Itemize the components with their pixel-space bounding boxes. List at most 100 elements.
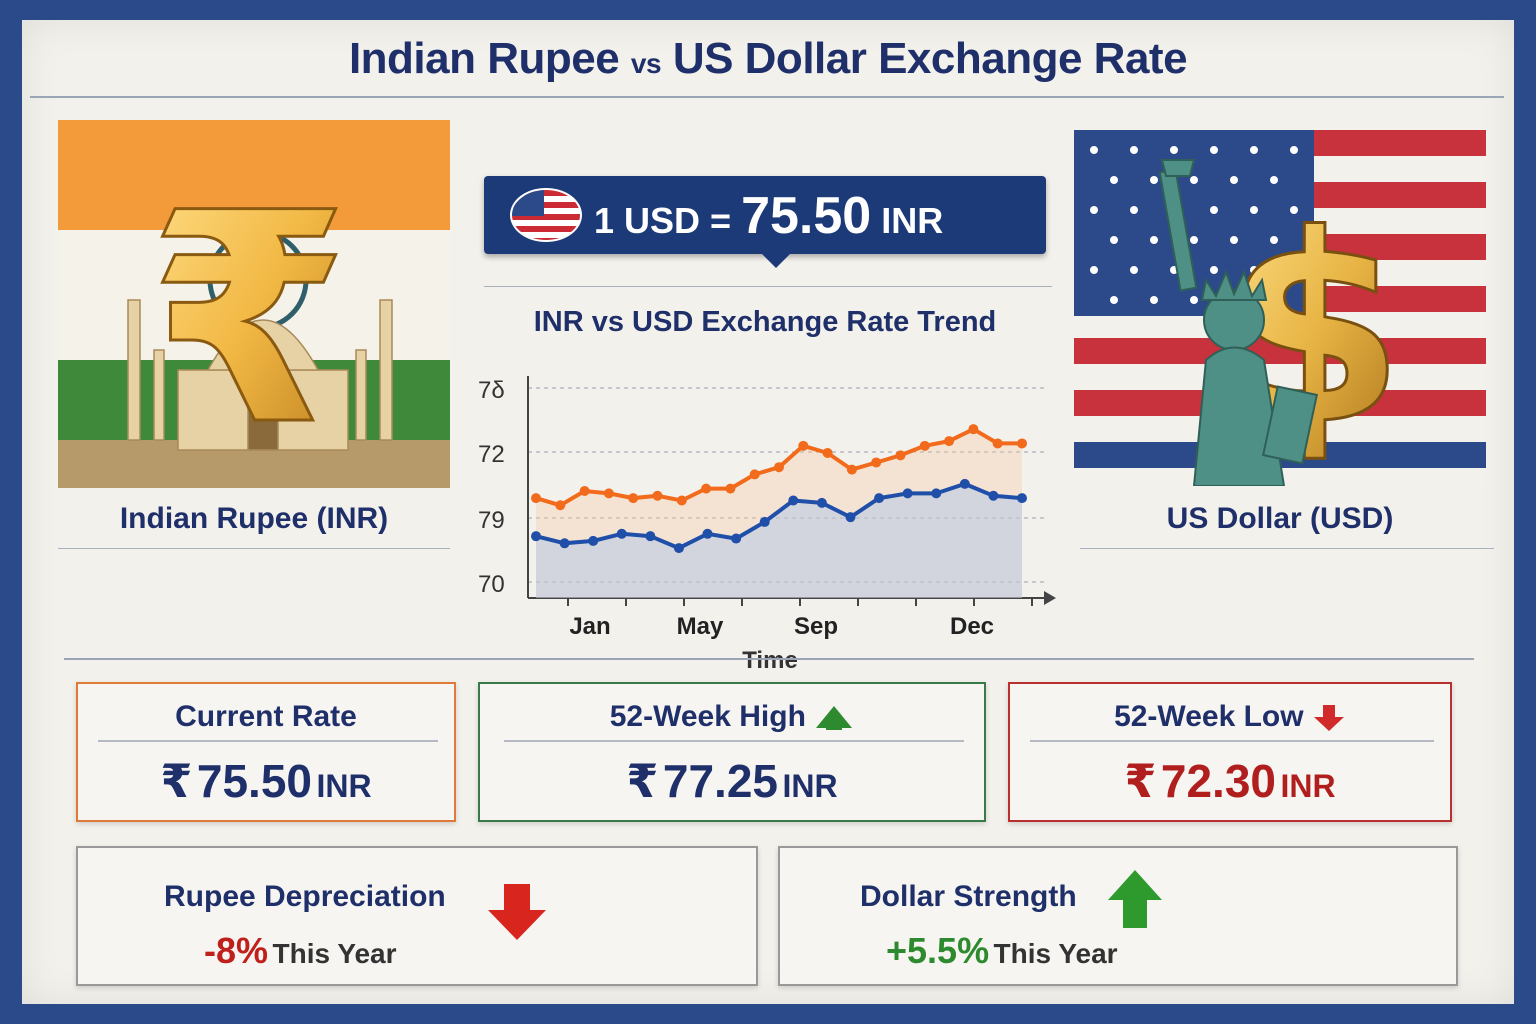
data-point (992, 438, 1003, 449)
current-rate-heading: Current Rate (175, 700, 357, 733)
data-point (902, 488, 913, 499)
data-point (555, 500, 566, 511)
y-tick-label: 72 (478, 441, 505, 468)
x-tick-label: May (677, 613, 724, 640)
depreciation-suffix: This Year (272, 938, 397, 969)
current-rate-value: ₹ 75.50 INR (78, 754, 454, 808)
x-axis-arrow (1044, 591, 1056, 605)
data-point (944, 436, 955, 447)
chart-top-rule (484, 286, 1052, 287)
data-point (676, 495, 687, 506)
data-point (652, 490, 663, 501)
rupee-sign: ₹ (160, 755, 193, 807)
rate-badge-text: 1 USD = 75.50 INR (594, 186, 943, 246)
data-point (628, 493, 639, 504)
rupee-sign: ₹ (626, 755, 659, 807)
page-title: Indian Rupee vs US Dollar Exchange Rate (0, 34, 1536, 84)
week-low-card: 52-Week Low ₹ 72.30 INR (1008, 682, 1452, 822)
week-high-label: 52-Week High (609, 700, 806, 733)
rate-badge-pointer (760, 252, 792, 268)
week-high-number: 77.25 (662, 755, 779, 807)
data-point (749, 469, 760, 480)
current-rate-unit: INR (316, 768, 372, 804)
data-point (1017, 438, 1027, 449)
dollar-strength-heading: Dollar Strength (860, 880, 1077, 913)
data-point (673, 543, 684, 554)
statue-of-liberty-icon (1158, 159, 1319, 486)
data-point (798, 440, 809, 451)
data-point (731, 533, 742, 544)
strength-suffix: This Year (993, 938, 1118, 969)
week-high-value: ₹ 77.25 INR (480, 754, 984, 808)
week-high-divider (504, 740, 964, 742)
data-point (816, 497, 827, 508)
rupee-depreciation-value: -8% This Year (204, 930, 397, 972)
data-point (895, 450, 906, 461)
down-arrow-icon (488, 884, 546, 940)
us-flag-badge-icon (508, 186, 584, 244)
data-point (959, 478, 970, 489)
section-divider (64, 658, 1474, 660)
data-point (616, 528, 627, 539)
badge-left-text: 1 USD = (594, 200, 732, 241)
badge-unit: INR (881, 200, 944, 241)
current-rate-card: Current Rate ₹ 75.50 INR (76, 682, 456, 822)
data-point (603, 488, 614, 499)
rupee-depreciation-heading: Rupee Depreciation (164, 880, 446, 913)
rupee-symbol-icon: ₹ (147, 151, 352, 489)
data-point (871, 457, 882, 468)
data-point (822, 447, 833, 458)
data-point (845, 512, 856, 523)
data-point (1017, 493, 1027, 504)
data-point (701, 483, 712, 494)
data-point (874, 493, 885, 504)
data-point (702, 528, 713, 539)
usa-label-underline (1080, 548, 1494, 549)
week-low-divider (1030, 740, 1434, 742)
current-rate-number: 75.50 (196, 755, 313, 807)
data-point (531, 531, 541, 542)
data-point (788, 495, 799, 506)
usa-illustration: $ (1074, 130, 1486, 486)
data-point (645, 531, 656, 542)
week-high-card: 52-Week High ₹ 77.25 INR (478, 682, 986, 822)
data-point (531, 493, 541, 504)
data-point (725, 483, 736, 494)
x-axis-label: Time (742, 647, 798, 674)
india-label-underline (58, 548, 450, 549)
title-left: Indian Rupee (348, 34, 620, 83)
chart-title: INR vs USD Exchange Rate Trend (533, 306, 997, 338)
y-tick-label: 70 (478, 571, 505, 598)
svg-text:₹: ₹ (148, 152, 350, 488)
rupee-depreciation-card: Rupee Depreciation -8% This Year (76, 846, 758, 986)
data-point (759, 516, 770, 527)
week-low-label: 52-Week Low (1114, 700, 1304, 733)
data-point (588, 535, 599, 546)
week-high-unit: INR (782, 768, 838, 804)
down-arrow-icon (1313, 705, 1344, 732)
data-point (919, 440, 930, 451)
exchange-rate-chart: 7δ 72 79 70 Jan May Sep Dec Time (478, 376, 1056, 674)
usa-label: US Dollar (USD) (1166, 502, 1394, 535)
data-point (579, 486, 590, 496)
title-divider (30, 96, 1504, 98)
india-label: Indian Rupee (INR) (119, 502, 389, 535)
depreciation-percent: -8% (204, 930, 269, 971)
x-tick-label: Jan (569, 613, 610, 640)
week-low-unit: INR (1280, 768, 1336, 804)
title-vs: vs (630, 48, 662, 79)
week-low-heading: 52-Week Low (1010, 700, 1450, 734)
strength-percent: +5.5% (886, 930, 990, 971)
y-tick-label: 7δ (478, 377, 505, 404)
taj-mahal-icon (127, 299, 393, 451)
dollar-strength-card: Dollar Strength +5.5% This Year (778, 846, 1458, 986)
up-arrow-icon (816, 706, 853, 731)
india-illustration: ₹ (58, 120, 450, 488)
y-tick-label: 79 (478, 507, 505, 534)
data-point (988, 490, 999, 501)
x-tick-label: Sep (794, 613, 838, 640)
week-low-value: ₹ 72.30 INR (1010, 754, 1450, 808)
week-low-number: 72.30 (1160, 755, 1277, 807)
rupee-sign: ₹ (1124, 755, 1157, 807)
current-rate-divider (98, 740, 438, 742)
